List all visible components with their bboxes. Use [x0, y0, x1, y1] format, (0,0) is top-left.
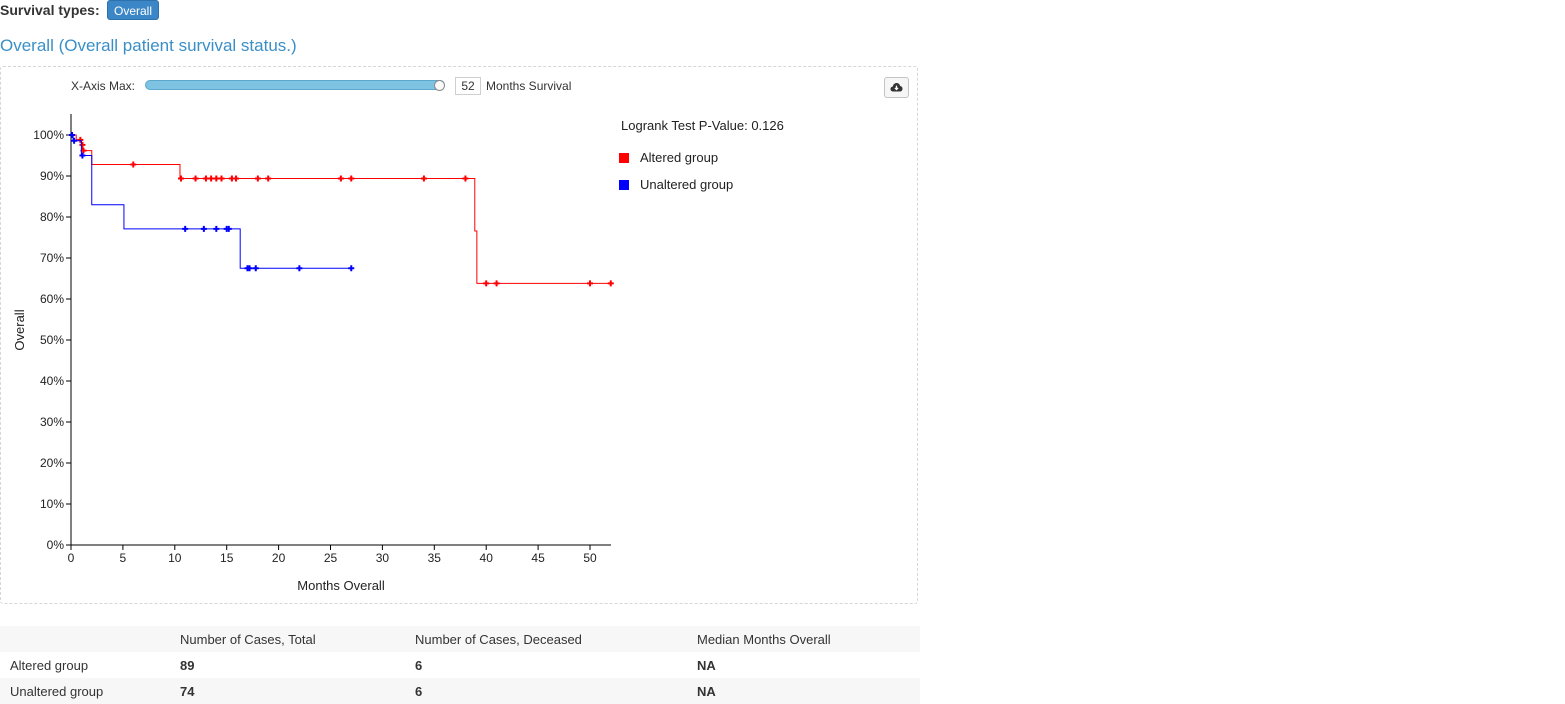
y-tick-label: 40% — [40, 374, 64, 388]
legend-label-altered: Altered group — [640, 150, 718, 165]
censor-mark-altered — [420, 175, 427, 182]
x-tick-label: 10 — [168, 551, 182, 565]
censor-mark-altered — [265, 175, 272, 182]
x-axis-max-slider-handle[interactable] — [434, 80, 445, 91]
table-cell-group: Unaltered group — [0, 678, 180, 704]
table-cell-deceased: 6 — [415, 657, 423, 673]
censor-mark-unaltered — [71, 137, 78, 144]
x-tick-label: 30 — [376, 551, 390, 565]
y-tick-label: 100% — [33, 128, 64, 142]
censor-mark-altered — [192, 175, 199, 182]
x-axis-max-label: X-Axis Max: — [71, 79, 136, 93]
censor-mark-altered — [254, 175, 261, 182]
y-tick-label: 50% — [40, 333, 64, 347]
x-tick-label: 35 — [428, 551, 442, 565]
x-axis-title: Months Overall — [297, 578, 385, 593]
cloud-download-icon — [890, 83, 903, 92]
table-header-cell: Number of Cases, Total — [180, 626, 415, 652]
table-row: Unaltered group 74 6 NA — [0, 678, 920, 704]
censor-mark-altered — [348, 175, 355, 182]
censor-mark-unaltered — [69, 132, 76, 138]
table-cell-total: 74 — [180, 678, 415, 704]
censor-mark-unaltered — [182, 225, 189, 232]
legend-label-unaltered: Unaltered group — [640, 177, 733, 192]
censor-mark-altered — [213, 175, 220, 182]
legend-swatch-unaltered — [619, 180, 629, 190]
section-title: Overall (Overall patient survival status… — [0, 36, 297, 55]
km-chart: 0% 10% 20% 30% 40% 50% 60% 70% 80% 90% 100% 0 5 10 15 2… — [12, 114, 784, 593]
logrank-p-value: Logrank Test P-Value: 0.126 — [621, 118, 784, 133]
table-header-cell: Median Months Overall — [697, 626, 920, 652]
y-tick-label: 30% — [40, 415, 64, 429]
censor-mark-unaltered — [225, 225, 232, 232]
censor-mark-altered — [79, 141, 86, 148]
censor-mark-altered — [202, 175, 209, 182]
x-tick-label: 5 — [120, 551, 127, 565]
survival-summary-table: Number of Cases, Total Number of Cases, … — [0, 626, 920, 704]
x-tick-label: 0 — [68, 551, 75, 565]
censor-mark-unaltered — [200, 225, 207, 232]
table-header-cell — [0, 626, 180, 652]
table-header-row: Number of Cases, Total Number of Cases, … — [0, 626, 920, 652]
y-tick-label: 20% — [40, 456, 64, 470]
censor-mark-unaltered — [296, 265, 303, 272]
x-tick-label: 15 — [220, 551, 234, 565]
censor-mark-altered — [587, 280, 593, 287]
censor-mark-altered — [178, 175, 185, 182]
table-cell-deceased: 6 — [415, 678, 697, 704]
x-tick-label: 20 — [272, 551, 286, 565]
censor-mark-altered — [607, 280, 614, 287]
censor-mark-altered — [462, 175, 469, 182]
x-tick-label: 40 — [480, 551, 494, 565]
y-tick-label: 70% — [40, 251, 64, 265]
x-tick-label: 25 — [324, 551, 338, 565]
censor-mark-altered — [233, 175, 240, 182]
survival-curve-unaltered — [71, 134, 352, 269]
y-tick-label: 10% — [40, 497, 64, 511]
survival-plot-panel — [0, 66, 918, 604]
y-tick-label: 90% — [40, 169, 64, 183]
censor-mark-altered — [208, 175, 215, 182]
x-axis-max-slider[interactable] — [145, 80, 445, 90]
table-cell-total: 89 — [180, 657, 195, 673]
y-tick-label: 80% — [40, 210, 64, 224]
censor-mark-unaltered — [348, 265, 355, 272]
x-tick-label: 45 — [531, 551, 545, 565]
table-header-cell: Number of Cases, Deceased — [415, 626, 697, 652]
survival-type-overall-chip[interactable]: Overall — [107, 0, 160, 20]
censor-mark-unaltered — [79, 152, 86, 159]
table-cell-median: NA — [697, 678, 920, 704]
x-axis-unit-label: Months Survival — [486, 79, 572, 93]
censor-mark-unaltered — [213, 225, 220, 232]
censor-mark-unaltered — [252, 265, 259, 272]
y-axis-title: Overall — [12, 309, 27, 350]
censor-mark-altered — [77, 136, 84, 143]
censor-mark-unaltered — [246, 265, 253, 272]
table-cell-median: NA — [697, 657, 716, 673]
censor-mark-altered — [493, 280, 500, 287]
survival-types-label: Survival types: — [0, 2, 100, 18]
censor-mark-altered — [483, 280, 490, 287]
survival-curve-altered — [71, 134, 611, 284]
censor-mark-altered — [218, 175, 225, 182]
download-button[interactable] — [884, 77, 909, 98]
table-row: Altered group 89 6 NA — [0, 652, 920, 678]
table-cell-group: Altered group — [10, 657, 89, 673]
x-tick-label: 50 — [583, 551, 597, 565]
censor-mark-altered — [337, 175, 344, 182]
y-tick-label: 60% — [40, 292, 64, 306]
censor-mark-altered — [130, 161, 137, 168]
legend-swatch-altered — [619, 153, 629, 163]
y-tick-label: 0% — [47, 538, 65, 552]
x-axis-max-input[interactable]: 52 — [455, 77, 481, 95]
